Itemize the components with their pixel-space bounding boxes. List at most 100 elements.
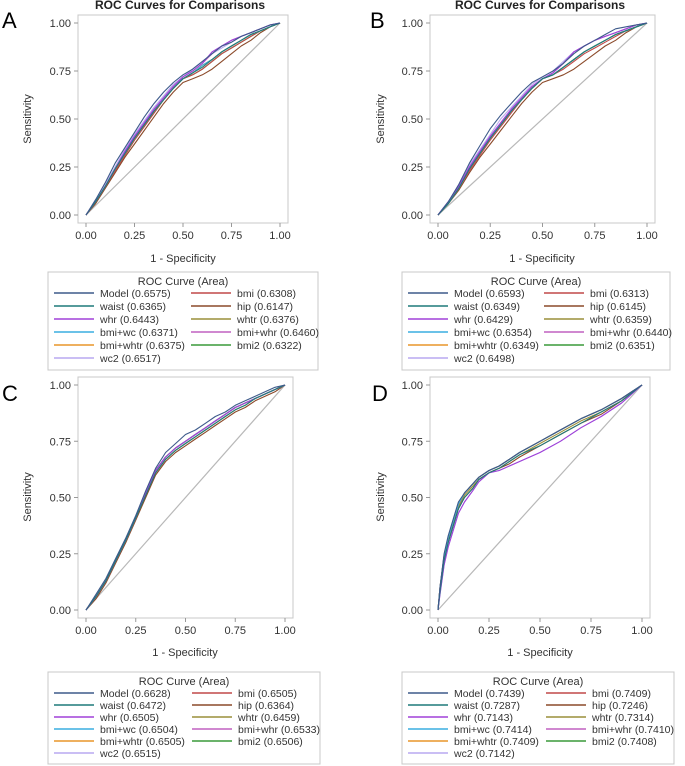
legend-item-label: whtr (0.6376) [236, 314, 299, 326]
y-tick-label: 0.00 [50, 210, 71, 222]
x-axis-label: 1 - Specificity [507, 647, 573, 659]
x-tick-label: 0.75 [584, 230, 605, 242]
legend-item-label: bmi+whtr (0.6349) [454, 340, 539, 352]
legend-item-label: whtr (0.6459) [237, 712, 300, 724]
x-tick-label: 0.00 [75, 625, 96, 637]
legend-item-label: whr (0.6505) [99, 712, 159, 724]
legend-title: ROC Curve (Area) [493, 676, 583, 688]
x-tick-label: 0.75 [225, 625, 246, 637]
y-tick-label: 1.00 [402, 18, 423, 30]
legend-item-label: waist (0.6365) [99, 301, 166, 313]
x-tick-label: 0.50 [172, 230, 193, 242]
y-tick-label: 1.00 [402, 380, 423, 392]
legend-item-label: wc2 (0.7142) [453, 748, 515, 760]
legend: ROC Curve (Area)Model (0.6628)waist (0.6… [47, 671, 321, 765]
x-tick-label: 0.25 [125, 625, 146, 637]
x-tick-label: 0.25 [480, 230, 501, 242]
legend: ROC Curve (Area)Model (0.7439)waist (0.7… [401, 671, 675, 765]
y-tick-label: 0.50 [402, 114, 423, 126]
panel-c: CROC Curves for Comparisons0.000.000.250… [2, 376, 321, 765]
roc-line-Model [437, 384, 643, 611]
legend-item-label: bmi (0.6505) [238, 688, 297, 700]
reference-diagonal [437, 22, 648, 216]
legend-item-label: bmi+wc (0.6371) [100, 327, 178, 339]
roc-line-waist [437, 22, 648, 216]
legend-item-label: bmi+whtr (0.6375) [100, 340, 185, 352]
legend-item-label: waist (0.7287) [453, 700, 520, 712]
legend: ROC Curve (Area)Model (0.6575)waist (0.6… [47, 271, 319, 371]
x-tick-label: 0.00 [427, 230, 448, 242]
legend-item-label: bmi+wc (0.6504) [100, 724, 178, 736]
x-axis-label: 1 - Specificity [509, 253, 575, 265]
x-tick-label: 0.75 [580, 625, 601, 637]
y-tick-label: 0.00 [402, 210, 423, 222]
legend-item-label: waist (0.6472) [99, 700, 166, 712]
legend-title: ROC Curve (Area) [491, 276, 581, 288]
panel-letter: C [2, 381, 18, 406]
y-tick-label: 0.75 [50, 436, 71, 448]
x-tick-label: 0.50 [532, 230, 553, 242]
x-tick-label: 0.25 [124, 230, 145, 242]
legend-item-label: bmi2 (0.6506) [238, 736, 303, 748]
legend-item-label: whr (0.6429) [453, 314, 513, 326]
panel-a: A ROC Curves for Comparisons 0.00 0.00 0.25 0… [2, 0, 319, 371]
roc-line-hip [85, 22, 281, 216]
x-tick-label: 1.00 [269, 230, 290, 242]
roc-line-Model [437, 22, 648, 216]
panel-b: B ROC Curves for Comparisons 0.00 0.00 0.25 0… [370, 0, 672, 371]
legend-item-label: bmi+whtr (0.7409) [454, 736, 539, 748]
legend-box [401, 671, 675, 765]
y-tick-label: 0.25 [402, 162, 423, 174]
y-tick-label: 1.00 [50, 18, 71, 30]
panel-letter: B [370, 8, 385, 33]
y-tick-label: 0.25 [402, 549, 423, 561]
y-tick-label: 0.75 [50, 66, 71, 78]
panel-letter: D [372, 381, 388, 406]
x-tick-label: 0.00 [427, 625, 448, 637]
legend: ROC Curve (Area)Model (0.6593)waist (0.6… [401, 271, 672, 371]
reference-diagonal [85, 384, 286, 611]
legend-item-label: bmi+wc (0.6354) [454, 327, 532, 339]
reference-diagonal [85, 22, 281, 216]
y-axis-label: Sensitivity [375, 94, 387, 144]
legend-item-label: wc2 (0.6517) [99, 353, 161, 365]
legend-item-label: hip (0.6364) [238, 700, 294, 712]
legend-item-label: Model (0.6628) [100, 688, 171, 700]
roc-line-hip [437, 22, 648, 216]
x-tick-label: 0.25 [478, 625, 499, 637]
legend-item-label: bmi+whr (0.6460) [237, 327, 319, 339]
legend-item-label: hip (0.6147) [237, 301, 293, 313]
legend-item-label: bmi+wc (0.7414) [454, 724, 532, 736]
x-tick-label: 1.00 [636, 230, 657, 242]
legend-item-label: hip (0.7246) [592, 700, 648, 712]
y-tick-label: 1.00 [50, 380, 71, 392]
legend-item-label: bmi+whr (0.7410) [592, 724, 674, 736]
x-tick-label: 0.50 [529, 625, 550, 637]
legend-title: ROC Curve (Area) [139, 676, 229, 688]
roc-line-Model [85, 22, 281, 216]
legend-item-label: Model (0.7439) [454, 688, 525, 700]
roc-line-waist [85, 384, 286, 611]
y-tick-label: 0.50 [402, 493, 423, 505]
legend-item-label: bmi2 (0.7408) [592, 736, 657, 748]
panel-d: DROC Curves for Comparisons0.000.000.250… [372, 376, 675, 765]
y-tick-label: 0.75 [402, 436, 423, 448]
x-tick-label: 0.75 [221, 230, 242, 242]
x-tick-label: 1.00 [274, 625, 295, 637]
legend-title: ROC Curve (Area) [138, 276, 228, 288]
x-tick-label: 0.50 [175, 625, 196, 637]
y-axis-label: Sensitivity [22, 472, 34, 522]
legend-item-label: waist (0.6349) [453, 301, 520, 313]
legend-item-label: whtr (0.7314) [591, 712, 654, 724]
y-tick-label: 0.25 [50, 162, 71, 174]
legend-item-label: bmi (0.7409) [592, 688, 651, 700]
legend-item-label: hip (0.6145) [590, 301, 646, 313]
roc-line-waist [85, 22, 281, 216]
x-tick-label: 1.00 [631, 625, 652, 637]
y-tick-label: 0.00 [50, 605, 71, 617]
legend-item-label: bmi2 (0.6351) [590, 340, 655, 352]
legend-box [47, 671, 321, 765]
legend-box [47, 271, 319, 371]
x-axis-label: 1 - Specificity [150, 253, 216, 265]
